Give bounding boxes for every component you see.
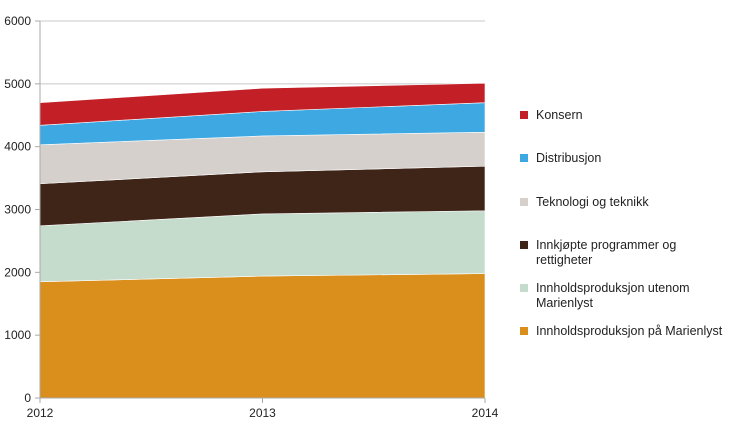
- legend-item: Teknologi og teknikk: [520, 195, 726, 210]
- y-tick-label: 4000: [4, 140, 31, 154]
- legend-swatch: [520, 111, 528, 119]
- x-tick-label: 2013: [249, 406, 276, 420]
- legend-item: Innholdsproduksjon utenom Marienlyst: [520, 281, 726, 311]
- legend-label: Distribusjon: [536, 151, 602, 165]
- legend-label: Innkjøpte programmer og rettigheter: [536, 238, 677, 267]
- x-tick-label: 2014: [472, 406, 499, 420]
- legend-swatch: [520, 241, 528, 249]
- area-0: [39, 273, 486, 399]
- x-tick-label: 2012: [27, 406, 54, 420]
- legend-label: Innholdsproduksjon på Marienlyst: [536, 324, 723, 338]
- legend-item: Innkjøpte programmer og rettigheter: [520, 238, 726, 268]
- y-tick-label: 5000: [4, 77, 31, 91]
- legend-label: Innholdsproduksjon utenom Marienlyst: [536, 281, 690, 310]
- y-tick-label: 6000: [4, 14, 31, 28]
- legend-swatch: [520, 327, 528, 335]
- legend-item: Konsern: [520, 108, 726, 123]
- y-tick-label: 1000: [4, 328, 31, 342]
- y-tick-label: 3000: [4, 203, 31, 217]
- legend-swatch: [520, 198, 528, 206]
- y-tick-label: 0: [24, 391, 31, 405]
- legend-swatch: [520, 284, 528, 292]
- legend-item: Innholdsproduksjon på Marienlyst: [520, 324, 726, 339]
- y-tick-label: 2000: [4, 265, 31, 279]
- legend-item: Distribusjon: [520, 151, 726, 166]
- legend-label: Konsern: [536, 108, 583, 122]
- legend-label: Teknologi og teknikk: [536, 195, 649, 209]
- legend-swatch: [520, 154, 528, 162]
